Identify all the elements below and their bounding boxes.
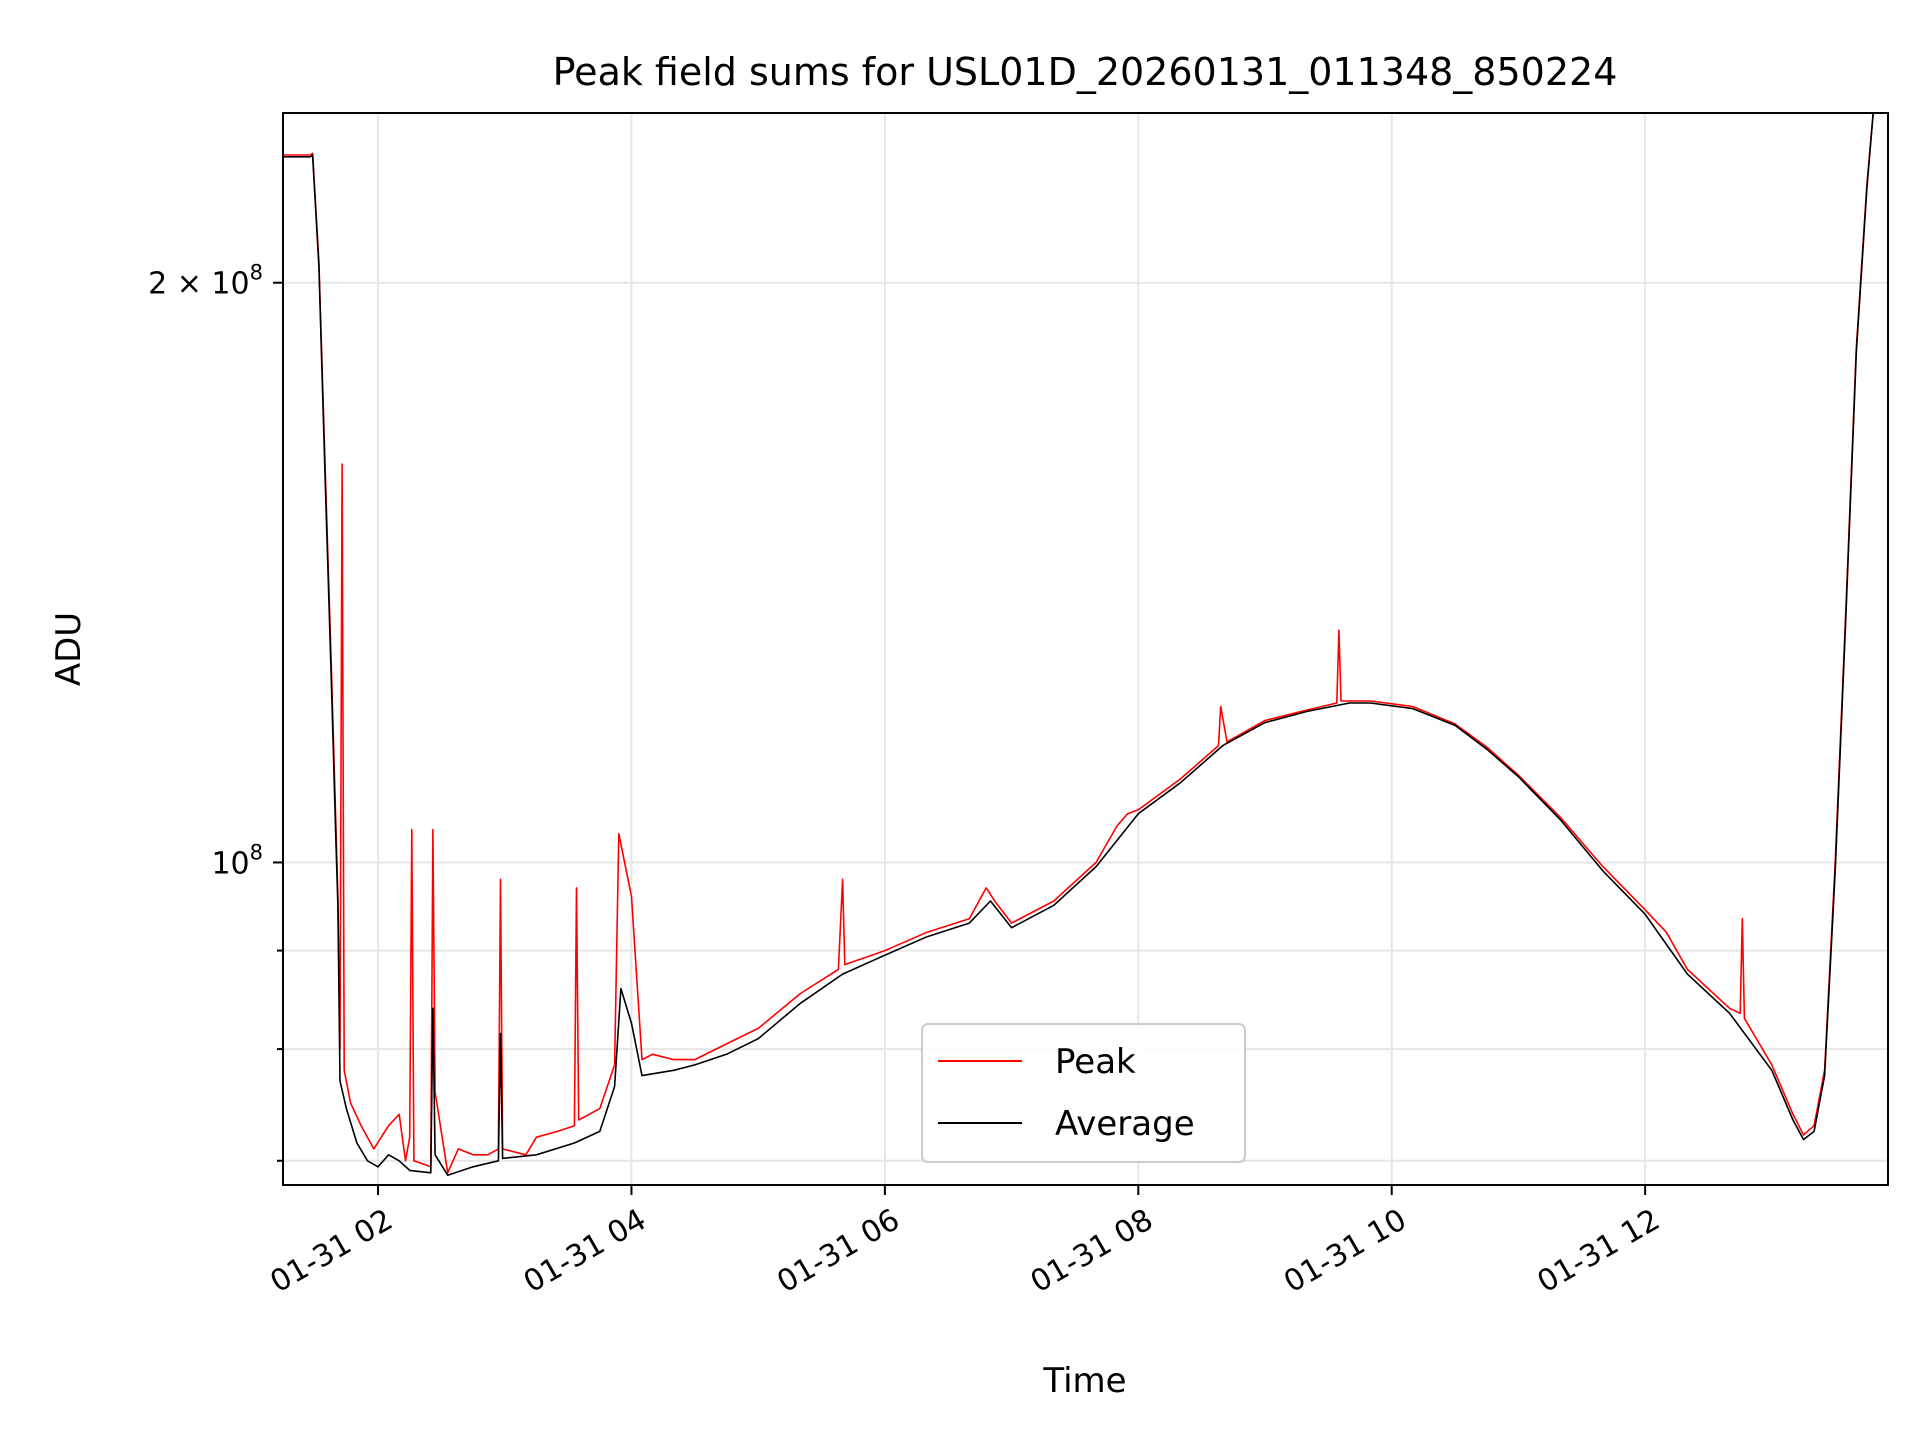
plot-frame: [282, 112, 1889, 1186]
legend-label-average: Average: [1055, 1104, 1195, 1144]
series-layer: [283, 113, 1874, 1176]
series-line-average: [283, 113, 1874, 1176]
y-tick-label: 108: [211, 840, 263, 881]
y-tick-label: 2 × 108: [148, 261, 263, 302]
series-line-peak: [283, 113, 1874, 1174]
chart-title: Peak field sums for USL01D_20260131_0113…: [553, 50, 1618, 94]
legend: Peak Average: [921, 1023, 1246, 1163]
legend-box: [921, 1023, 1246, 1163]
y-axis-label: ADU: [49, 612, 89, 686]
legend-label-peak: Peak: [1055, 1042, 1136, 1082]
x-axis-label: Time: [1042, 1361, 1126, 1401]
